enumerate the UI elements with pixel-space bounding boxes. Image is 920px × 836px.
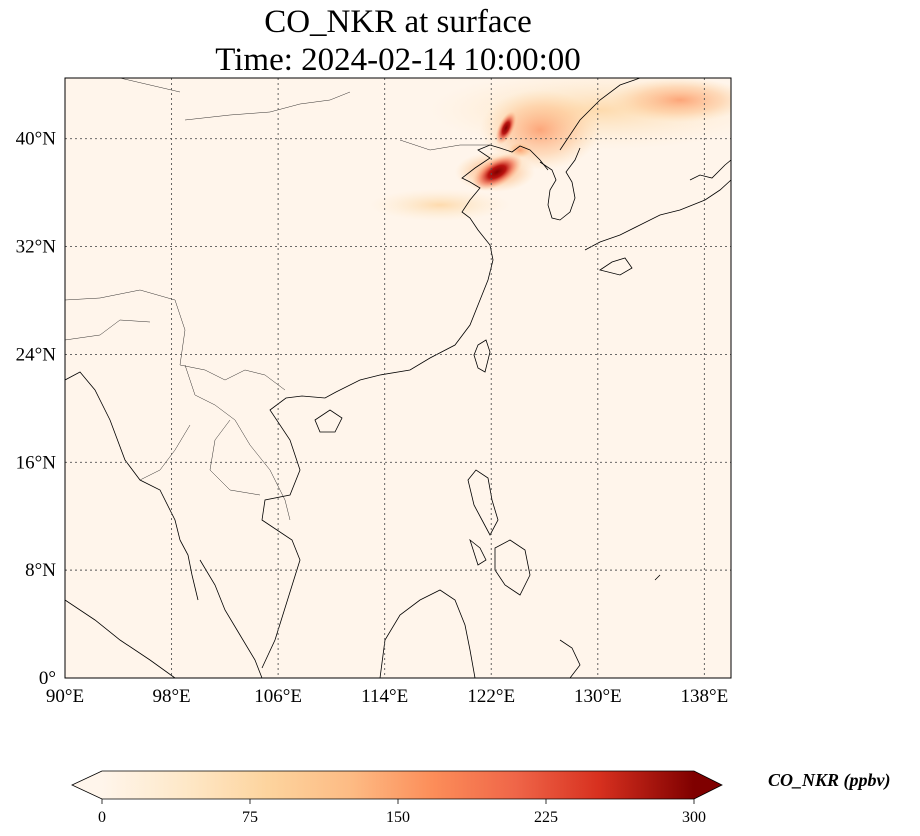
colorbar-tick-label: 150 [386, 809, 410, 826]
colorbar-tick-label: 0 [98, 809, 106, 826]
lat-tick-label: 32°N [16, 237, 57, 258]
lat-tick-label: 40°N [16, 129, 57, 150]
longitude-tick-labels: 90°E 98°E 106°E 114°E 122°E 130°E 138°E [46, 686, 728, 707]
lat-tick-label: 24°N [16, 344, 57, 365]
co-concentration-field [370, 78, 731, 221]
map-frame [64, 77, 732, 679]
lon-tick-label: 106°E [254, 686, 302, 707]
colorbar-extend-max [694, 771, 722, 799]
lon-tick-label: 90°E [46, 686, 84, 707]
colorbar-gradient [102, 771, 694, 799]
map-subtitle-time: Time: 2024-02-14 10:00:00 [215, 42, 581, 78]
lat-tick-label: 8°N [25, 560, 56, 581]
colorbar-tick-label: 225 [534, 809, 558, 826]
lon-tick-label: 138°E [681, 686, 729, 707]
colorbar: 0 75 150 225 300 [71, 770, 723, 826]
national-borders [65, 78, 490, 521]
coastlines [65, 78, 731, 678]
lon-tick-label: 114°E [361, 686, 408, 707]
map-title: CO_NKR at surface [264, 4, 532, 40]
colorbar-label: CO_NKR (ppbv) [768, 770, 891, 790]
colorbar-tick-labels: 0 75 150 225 300 [98, 799, 706, 826]
colorbar-tick-label: 300 [682, 809, 706, 826]
latitude-tick-labels: 0° 8°N 16°N 24°N 32°N 40°N [16, 129, 57, 689]
lat-tick-label: 16°N [16, 452, 57, 473]
map-background [65, 78, 731, 678]
lon-tick-label: 122°E [467, 686, 515, 707]
gridlines [65, 78, 731, 678]
lon-tick-label: 98°E [152, 686, 190, 707]
lat-tick-label: 0° [39, 668, 56, 689]
lon-tick-label: 130°E [574, 686, 622, 707]
map-panel [65, 78, 731, 678]
colorbar-extend-min [72, 771, 102, 799]
colorbar-tick-label: 75 [242, 809, 258, 826]
